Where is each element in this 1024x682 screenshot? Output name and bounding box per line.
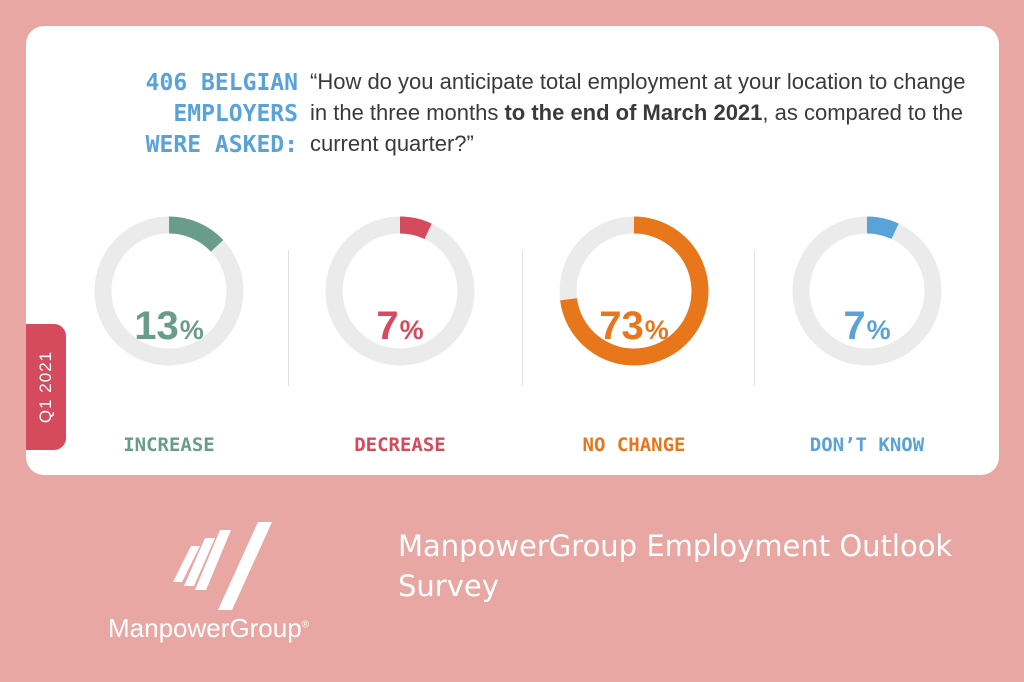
donut-arc: [168, 216, 224, 252]
manpowergroup-logo: ManpowerGroup®: [108, 516, 358, 656]
divider: [522, 250, 523, 386]
donut-no-change: 73% NO CHANGE: [534, 216, 734, 456]
percent-number: 7: [376, 304, 399, 348]
logo-wordmark: ManpowerGroup®: [108, 613, 358, 644]
donut-arc: [866, 216, 899, 240]
series-label: NO CHANGE: [582, 434, 686, 456]
donut-decrease: 7% DECREASE: [300, 216, 500, 456]
quarter-badge-label: Q1 2021: [36, 350, 55, 424]
series-label: DON’T KNOW: [809, 434, 925, 456]
survey-title: ManpowerGroup Employment Outlook Survey: [398, 529, 953, 603]
donut-ring: [94, 216, 244, 366]
results-card: 406 BELGIAN EMPLOYERS WERE ASKED: “How d…: [26, 26, 999, 475]
percent-sign: %: [179, 315, 204, 345]
series-label: INCREASE: [123, 434, 215, 456]
quarter-badge: Q1 2021: [26, 324, 66, 450]
donut-increase: 13% INCREASE: [69, 216, 269, 456]
respondents-heading: 406 BELGIAN EMPLOYERS WERE ASKED:: [86, 68, 298, 161]
divider: [288, 250, 289, 386]
registered-mark: ®: [301, 619, 310, 631]
donut-dont-know: 7% DON’T KNOW: [767, 216, 967, 456]
respondents-line-3: WERE ASKED:: [145, 132, 298, 158]
series-label: DECREASE: [354, 434, 446, 456]
question-text-1: “How do you anticipate total employment …: [310, 69, 966, 125]
survey-question: “How do you anticipate total employment …: [310, 66, 970, 159]
question-text-2: , as compared to the current quarter?”: [310, 100, 963, 156]
donut-ring: [325, 216, 475, 366]
percent-number: 7: [843, 304, 866, 348]
respondents-line-2: EMPLOYERS: [173, 101, 298, 127]
percent-number: 73: [599, 304, 644, 348]
percent-sign: %: [644, 315, 669, 345]
percent-value: 7%: [767, 304, 967, 349]
donut-ring: [559, 216, 709, 366]
percent-sign: %: [866, 315, 891, 345]
donut-arc: [399, 216, 432, 240]
percent-sign: %: [399, 315, 424, 345]
donut-arc: [560, 216, 709, 366]
divider: [754, 250, 755, 386]
percent-value: 73%: [534, 304, 734, 349]
percent-value: 7%: [300, 304, 500, 349]
percent-value: 13%: [69, 304, 269, 349]
logo-text: ManpowerGroup: [108, 613, 302, 643]
donut-ring: [792, 216, 942, 366]
percent-number: 13: [134, 304, 179, 348]
respondents-line-1: 406 BELGIAN: [145, 70, 298, 96]
question-text-bold: to the end of March 2021: [504, 100, 763, 125]
logo-mark-icon: [173, 522, 272, 610]
